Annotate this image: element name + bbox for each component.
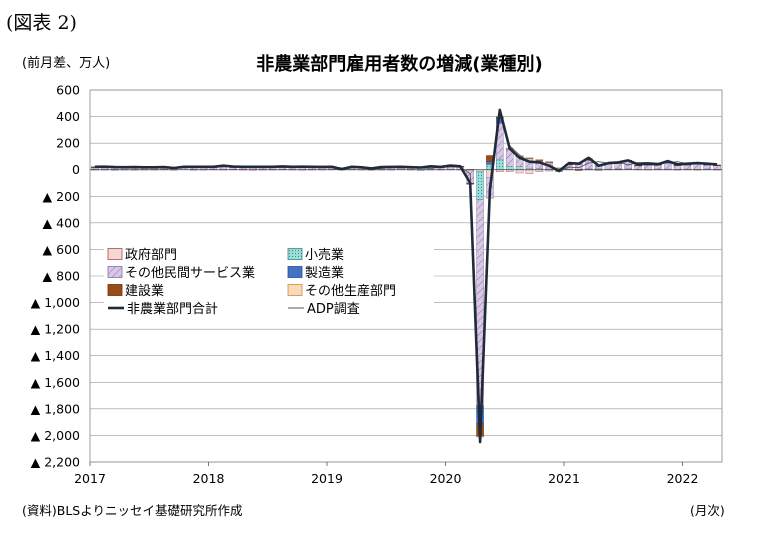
y-tick-label: ▲ 600 bbox=[43, 242, 80, 257]
bar-retail bbox=[505, 166, 514, 170]
legend-label-adp: ADP調査 bbox=[307, 302, 360, 317]
bar-other_production bbox=[545, 161, 553, 163]
legend-swatch-private_services bbox=[107, 266, 123, 278]
bar-private_services bbox=[644, 164, 652, 170]
x-tick-label: 2017 bbox=[74, 471, 106, 486]
legend-swatch-manufacturing bbox=[287, 266, 303, 278]
bar-private_services bbox=[713, 165, 721, 170]
x-tick-label: 2018 bbox=[193, 471, 225, 486]
legend-label-private_services: その他民間サービス業 bbox=[125, 265, 255, 281]
y-tick-label: ▲ 400 bbox=[43, 215, 80, 230]
y-tick-label: ▲ 1,600 bbox=[31, 375, 80, 390]
x-tick-label: 2020 bbox=[430, 471, 462, 486]
line-total bbox=[94, 108, 718, 444]
y-tick-label: 200 bbox=[56, 136, 80, 151]
bar-other_production bbox=[535, 159, 544, 161]
legend-swatch-government bbox=[107, 248, 123, 260]
legend-label-construction: 建設業 bbox=[125, 283, 164, 299]
legend-box bbox=[104, 241, 434, 323]
bar-government bbox=[525, 169, 534, 174]
legend-swatch-other_production bbox=[287, 284, 303, 296]
y-tick-label: 600 bbox=[56, 83, 80, 98]
y-tick-label: ▲ 1,200 bbox=[31, 322, 80, 337]
legend-label-other_production: その他生産部門 bbox=[305, 283, 396, 299]
x-tick-label: 2019 bbox=[311, 471, 343, 486]
bar-private_services bbox=[673, 165, 682, 170]
y-axis: 600 400 200 0 ▲ 200 ▲ 400 ▲ 600 ▲ 800 ▲ 1,000 ▲ 1… bbox=[31, 83, 80, 470]
chart-title: 非農業部門雇用者数の増減(業種別) bbox=[256, 54, 543, 75]
y-tick-label: 0 bbox=[72, 162, 80, 177]
x-tick-label: 2021 bbox=[548, 471, 580, 486]
bar-private_services bbox=[614, 163, 623, 169]
legend-swatch-retail bbox=[287, 248, 303, 260]
y-tick-label: ▲ 1,800 bbox=[31, 401, 80, 416]
source-label: (資料)BLSよりニッセイ基礎研究所作成 bbox=[22, 503, 243, 518]
bar-government bbox=[515, 169, 524, 174]
y-tick-label: ▲ 2,200 bbox=[31, 455, 80, 470]
lines bbox=[90, 108, 722, 444]
grid-lines bbox=[89, 89, 723, 463]
bar-private_services bbox=[683, 164, 692, 170]
figure-label: (図表 2) bbox=[6, 12, 77, 34]
legend-label-government: 政府部門 bbox=[125, 248, 177, 263]
plot-frame bbox=[89, 89, 723, 463]
y-tick-label: ▲ 200 bbox=[43, 189, 80, 204]
bar-private_services bbox=[663, 162, 672, 170]
legend-label-total: 非農業部門合計 bbox=[127, 301, 218, 317]
bar-private_services bbox=[693, 163, 702, 170]
bar-retail bbox=[496, 158, 504, 170]
legend-label-manufacturing: 製造業 bbox=[305, 265, 344, 281]
x-tick-label: 2022 bbox=[667, 471, 699, 486]
legend-label-retail: 小売業 bbox=[305, 247, 344, 263]
legend-swatch-construction bbox=[107, 284, 123, 296]
x-axis: 2017 2018 2019 2020 2021 2022 bbox=[74, 462, 698, 486]
y-tick-label: ▲ 800 bbox=[43, 269, 80, 284]
bar-private_services bbox=[634, 165, 642, 170]
bar-retail bbox=[476, 171, 484, 200]
bar-other_production bbox=[525, 157, 534, 159]
y-tick-label: 400 bbox=[56, 109, 80, 124]
x-unit-label: (月次) bbox=[690, 503, 725, 518]
y-tick-label: ▲ 1,400 bbox=[31, 348, 80, 363]
y-tick-label: ▲ 2,000 bbox=[31, 428, 80, 443]
y-unit-label: (前月差、万人) bbox=[22, 56, 111, 71]
y-tick-label: ▲ 1,000 bbox=[31, 295, 80, 310]
bar-retail bbox=[515, 166, 524, 170]
